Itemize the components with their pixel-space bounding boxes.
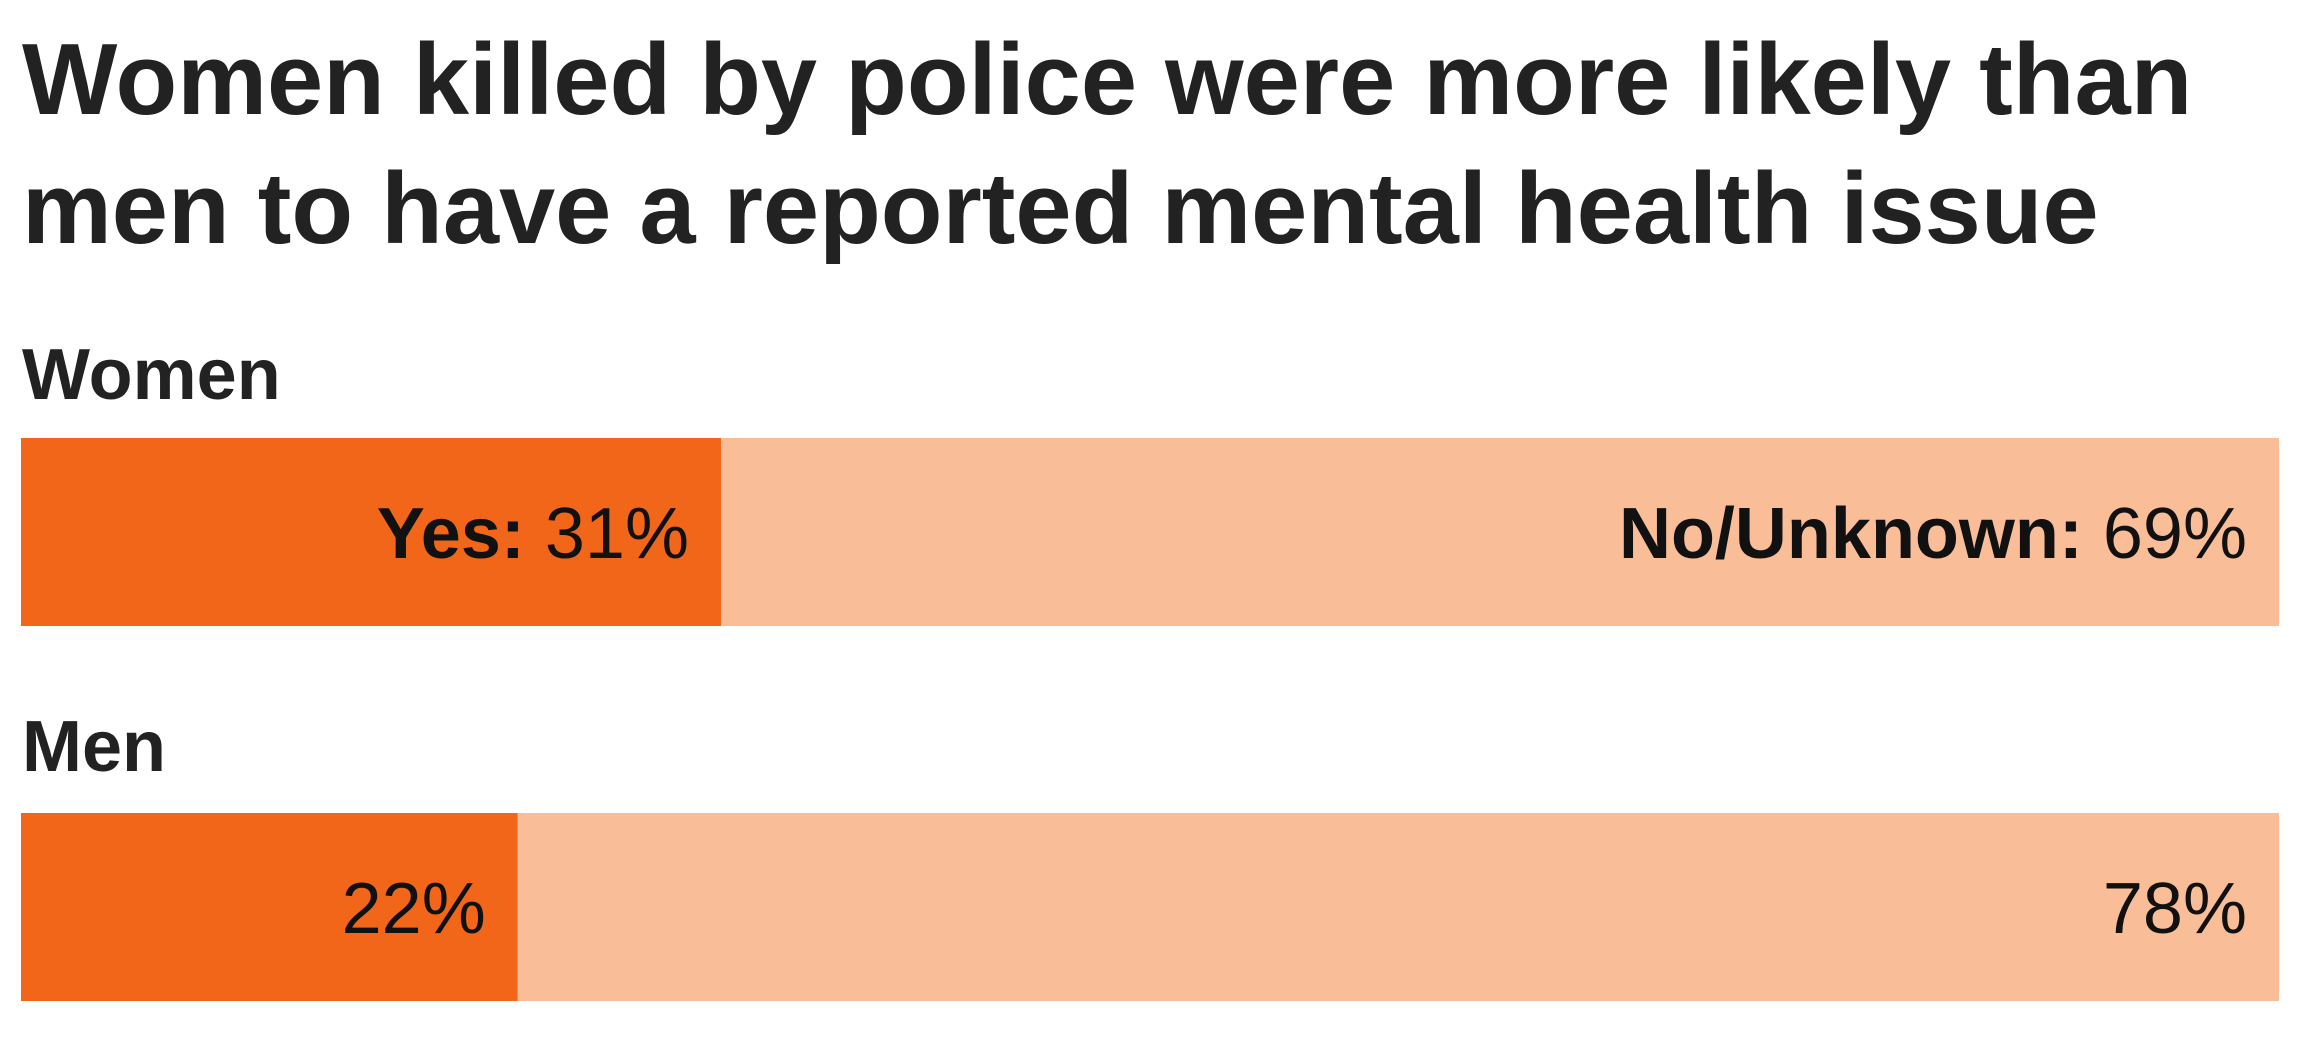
bar-men-1 <box>517 813 2279 1001</box>
series-name-label-1: No/Unknown: <box>1619 494 2103 574</box>
value-text-men-1: 78% <box>2103 869 2247 949</box>
category-label-men: Men <box>22 707 166 787</box>
category-label-women: Women <box>22 335 281 415</box>
series-name-label-0: Yes: <box>377 494 545 574</box>
value-text-women-0: 31% <box>545 494 689 574</box>
bar-men-0 <box>21 813 518 1001</box>
value-text-women-1: 69% <box>2103 494 2247 574</box>
value-text-men-0: 22% <box>342 869 486 949</box>
bar-women-0 <box>21 438 721 626</box>
bar-women-1 <box>720 438 2279 626</box>
value-label-men-1: 78% <box>2103 869 2247 949</box>
value-label-women-0: Yes: 31% <box>377 494 689 574</box>
value-label-men-0: 22% <box>342 869 486 949</box>
chart-title: Women killed by police were more likely … <box>22 24 2193 265</box>
value-label-women-1: No/Unknown: 69% <box>1619 494 2247 574</box>
